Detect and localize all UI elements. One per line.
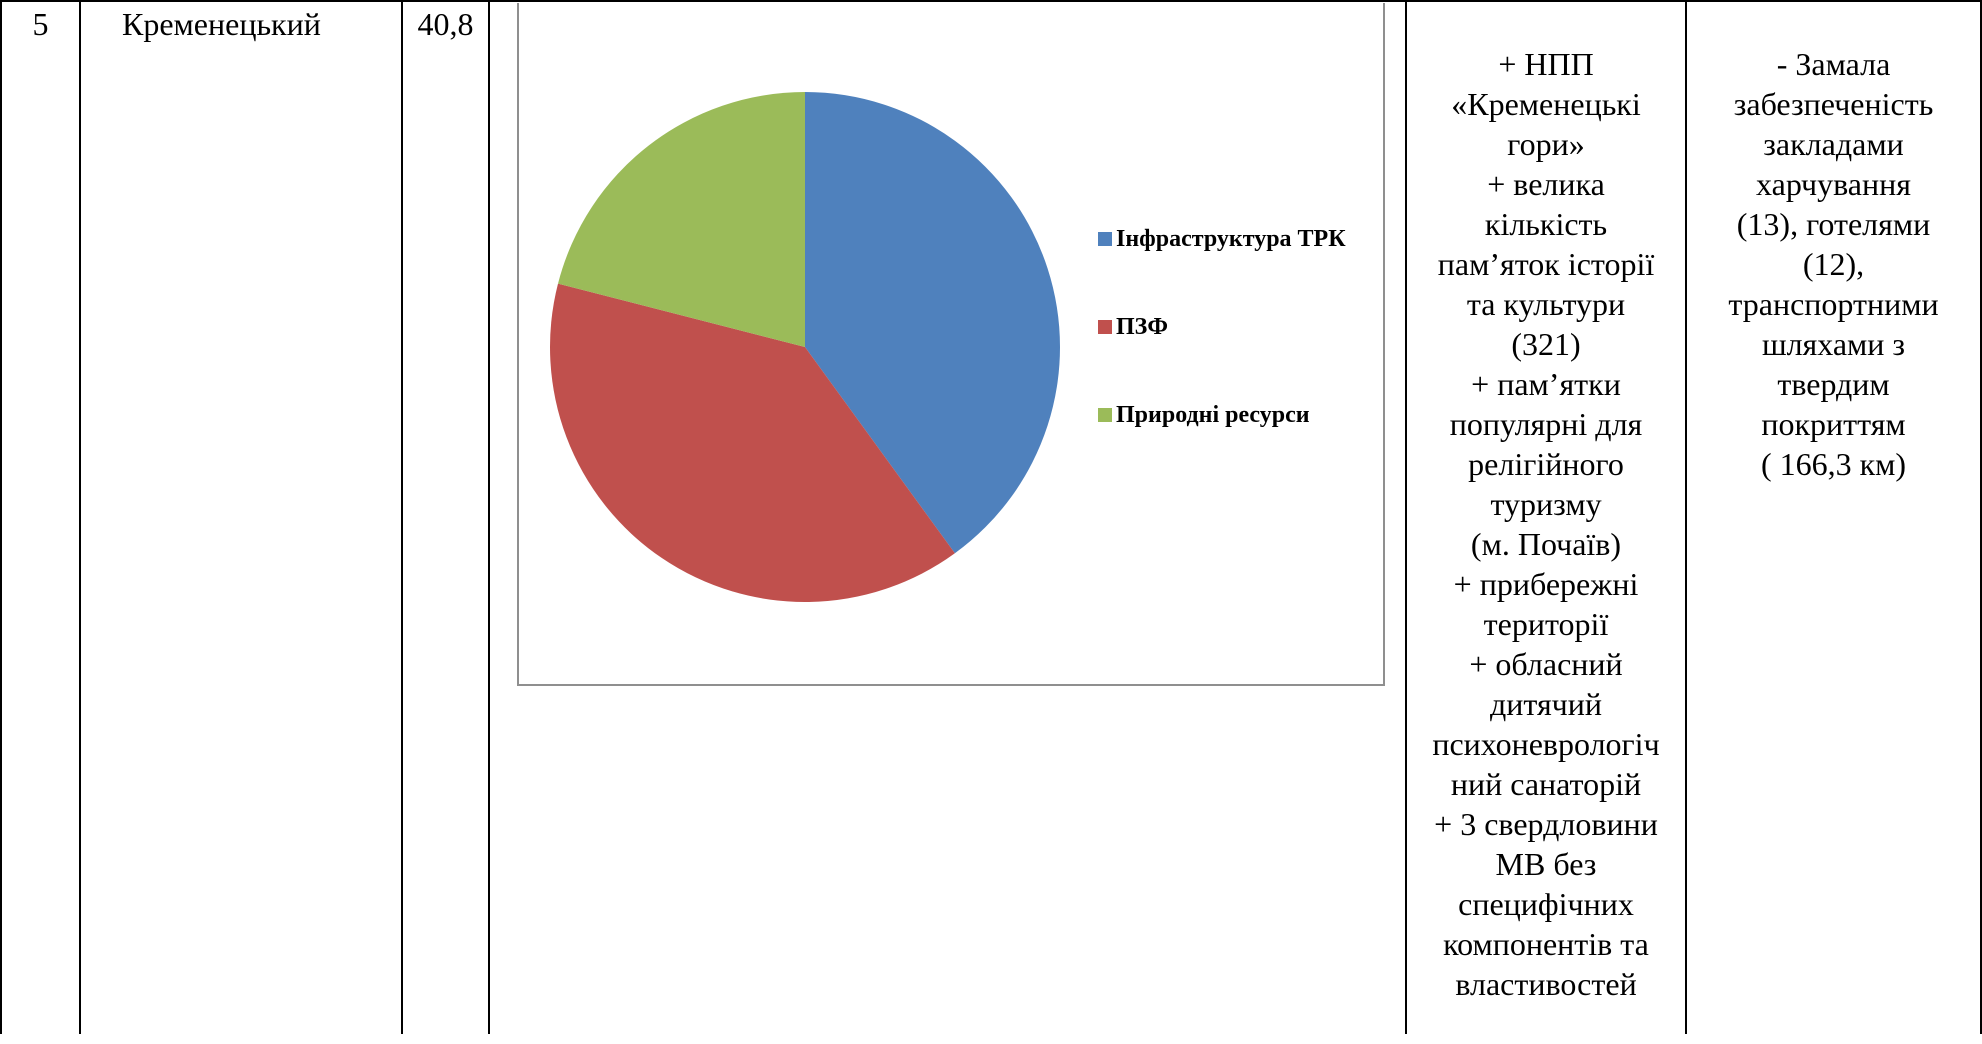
weaknesses-lines-line: транспортними: [1728, 286, 1939, 322]
weaknesses-lines-line: - Замала: [1776, 46, 1891, 82]
pie-slice-2: [550, 283, 955, 603]
chart-frame: [517, 3, 1385, 686]
strengths-lines-line: релігійного: [1468, 446, 1624, 482]
legend-item-pzf: ПЗФ: [1098, 312, 1168, 342]
weaknesses-lines-line: харчування: [1756, 166, 1911, 202]
column-divider-5: [1685, 0, 1687, 1034]
legend-item-infrastructure: Інфраструктура ТРК: [1098, 224, 1346, 254]
district-name: Кременецький: [122, 6, 321, 42]
strengths-lines-line: дитячий: [1489, 686, 1603, 722]
weaknesses-lines-line: ( 166,3 км): [1760, 446, 1907, 482]
weaknesses-lines-line: закладами: [1763, 126, 1904, 162]
weaknesses-lines-line: (12),: [1802, 246, 1865, 282]
row-number: 5: [32, 6, 49, 42]
table-top-border: [0, 0, 1982, 2]
strengths-lines-line: + НПП: [1498, 46, 1594, 82]
legend-swatch: [1098, 232, 1112, 246]
weaknesses-lines-line: забезпеченість: [1733, 86, 1934, 122]
strengths-lines-line: (321): [1511, 326, 1581, 362]
strengths-lines-line: + обласний: [1469, 646, 1623, 682]
legend-swatch: [1098, 408, 1112, 422]
strengths-lines-line: + пам’ятки: [1471, 366, 1621, 402]
strengths-lines-line: (м. Почаїв): [1470, 526, 1622, 562]
weaknesses-lines-line: твердим: [1777, 366, 1890, 402]
pie-slices: [550, 92, 1060, 603]
strengths-lines-line: властивостей: [1455, 966, 1637, 1002]
column-divider-2: [401, 0, 403, 1034]
weaknesses-lines-line: покриттям: [1761, 406, 1906, 442]
pie-slice-3: [558, 92, 805, 347]
strengths-lines-line: популярні для: [1449, 406, 1643, 442]
strengths-lines-line: ний санаторій: [1450, 766, 1642, 802]
weaknesses-lines-line: шляхами з: [1761, 326, 1906, 362]
strengths-lines-line: та культури: [1466, 286, 1626, 322]
strengths-lines-line: + прибережні: [1453, 566, 1639, 602]
strengths-lines-line: «Кременецькі: [1451, 86, 1641, 122]
strengths-lines-line: гори»: [1507, 126, 1585, 162]
strengths-lines-line: + велика: [1487, 166, 1605, 202]
column-divider-4: [1405, 0, 1407, 1034]
strengths-lines: + НПП «Кременецькі гори» + велика кількість п…: [1407, 44, 1685, 1004]
strengths-lines-line: специфічних: [1458, 886, 1634, 922]
legend-label: Інфраструктура ТРК: [1116, 226, 1346, 252]
strengths-lines-line: туризму: [1490, 486, 1602, 522]
legend-swatch: [1098, 320, 1112, 334]
legend-label: Природні ресурси: [1116, 402, 1310, 428]
column-divider-1: [79, 0, 81, 1034]
pie-chart: [550, 92, 1060, 603]
weaknesses-lines: - Замала забезпеченість закладами харчуванн…: [1687, 44, 1980, 484]
strengths-lines-line: + 3 свердловини: [1434, 806, 1658, 842]
strengths-lines-line: пам’яток історії: [1437, 246, 1655, 282]
strengths-lines-line: психоневрологіч: [1432, 726, 1660, 762]
table-border-right: [1980, 0, 1982, 1034]
strengths-text: + НПП «Кременецькі гори» + велика кількість п…: [1407, 4, 1685, 1044]
weaknesses-text: - Замала забезпеченість закладами харчуванн…: [1687, 4, 1980, 524]
legend-item-natural-resources: Природні ресурси: [1098, 400, 1310, 430]
strengths-lines-line: території: [1483, 606, 1609, 642]
strengths-lines-line: кількість: [1484, 206, 1608, 242]
strengths-lines-line: МВ без: [1495, 846, 1597, 882]
legend-label: ПЗФ: [1116, 314, 1168, 340]
weaknesses-lines-line: (13), готелями: [1736, 206, 1931, 242]
pie-slice-1: [805, 92, 1060, 554]
table-border-left: [0, 0, 2, 1034]
district-value: 40,8: [417, 6, 474, 42]
column-divider-3: [488, 0, 490, 1034]
strengths-lines-line: компонентів та: [1443, 926, 1649, 962]
